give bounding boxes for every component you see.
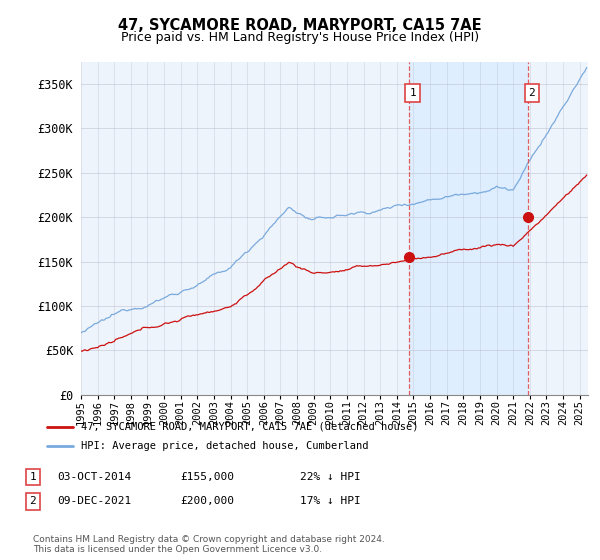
Bar: [409, 62, 529, 395]
Text: 47, SYCAMORE ROAD, MARYPORT, CA15 7AE: 47, SYCAMORE ROAD, MARYPORT, CA15 7AE: [118, 18, 482, 33]
Text: Price paid vs. HM Land Registry's House Price Index (HPI): Price paid vs. HM Land Registry's House …: [121, 31, 479, 44]
Text: HPI: Average price, detached house, Cumberland: HPI: Average price, detached house, Cumb…: [81, 441, 368, 451]
Text: £155,000: £155,000: [180, 472, 234, 482]
Text: 03-OCT-2014: 03-OCT-2014: [57, 472, 131, 482]
Text: 2: 2: [529, 88, 535, 97]
Text: 09-DEC-2021: 09-DEC-2021: [57, 496, 131, 506]
Text: 2: 2: [29, 496, 37, 506]
Text: Contains HM Land Registry data © Crown copyright and database right 2024.
This d: Contains HM Land Registry data © Crown c…: [33, 535, 385, 554]
Text: 22% ↓ HPI: 22% ↓ HPI: [300, 472, 361, 482]
Text: 17% ↓ HPI: 17% ↓ HPI: [300, 496, 361, 506]
Text: 1: 1: [409, 88, 416, 97]
Text: £200,000: £200,000: [180, 496, 234, 506]
Text: 1: 1: [29, 472, 37, 482]
Text: 47, SYCAMORE ROAD, MARYPORT, CA15 7AE (detached house): 47, SYCAMORE ROAD, MARYPORT, CA15 7AE (d…: [81, 422, 418, 432]
